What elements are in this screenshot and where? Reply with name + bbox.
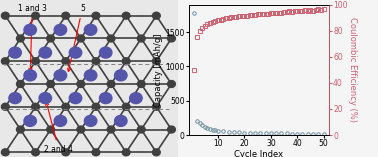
Circle shape bbox=[47, 126, 54, 133]
Text: 1 and 3: 1 and 3 bbox=[18, 4, 46, 71]
Circle shape bbox=[39, 93, 51, 104]
Circle shape bbox=[84, 24, 97, 35]
Circle shape bbox=[54, 70, 67, 81]
Circle shape bbox=[32, 58, 39, 65]
Circle shape bbox=[62, 149, 70, 156]
Circle shape bbox=[122, 58, 130, 65]
Circle shape bbox=[115, 115, 127, 126]
Circle shape bbox=[17, 126, 24, 133]
Circle shape bbox=[167, 81, 175, 87]
Circle shape bbox=[2, 12, 9, 19]
Circle shape bbox=[47, 35, 54, 42]
Circle shape bbox=[152, 12, 160, 19]
Circle shape bbox=[122, 12, 130, 19]
Circle shape bbox=[32, 149, 39, 156]
Circle shape bbox=[92, 58, 100, 65]
Circle shape bbox=[130, 93, 142, 104]
Circle shape bbox=[84, 115, 97, 126]
Circle shape bbox=[122, 149, 130, 156]
Circle shape bbox=[62, 12, 70, 19]
Circle shape bbox=[152, 149, 160, 156]
Circle shape bbox=[84, 70, 97, 81]
Circle shape bbox=[92, 149, 100, 156]
Circle shape bbox=[137, 126, 145, 133]
Circle shape bbox=[39, 47, 51, 58]
Circle shape bbox=[137, 35, 145, 42]
Text: 5: 5 bbox=[68, 4, 85, 71]
Circle shape bbox=[152, 103, 160, 110]
Circle shape bbox=[107, 126, 115, 133]
Circle shape bbox=[54, 24, 67, 35]
Circle shape bbox=[32, 103, 39, 110]
Circle shape bbox=[2, 58, 9, 65]
Circle shape bbox=[99, 93, 112, 104]
Y-axis label: Coulombic Efficiency (%): Coulombic Efficiency (%) bbox=[348, 17, 357, 122]
Circle shape bbox=[62, 58, 70, 65]
Circle shape bbox=[77, 81, 85, 87]
Circle shape bbox=[69, 47, 82, 58]
Circle shape bbox=[24, 24, 36, 35]
X-axis label: Cycle Index: Cycle Index bbox=[234, 150, 284, 157]
Circle shape bbox=[152, 58, 160, 65]
Circle shape bbox=[17, 81, 24, 87]
Circle shape bbox=[9, 47, 21, 58]
Circle shape bbox=[2, 149, 9, 156]
Circle shape bbox=[77, 35, 85, 42]
Circle shape bbox=[9, 93, 21, 104]
Circle shape bbox=[115, 70, 127, 81]
Circle shape bbox=[54, 115, 67, 126]
Circle shape bbox=[92, 103, 100, 110]
Text: 2 and 4: 2 and 4 bbox=[45, 102, 73, 154]
Circle shape bbox=[167, 35, 175, 42]
Circle shape bbox=[24, 70, 36, 81]
Circle shape bbox=[62, 103, 70, 110]
Circle shape bbox=[69, 93, 82, 104]
Circle shape bbox=[137, 81, 145, 87]
Circle shape bbox=[92, 12, 100, 19]
Circle shape bbox=[32, 12, 39, 19]
Y-axis label: Capacity [mAh/g]: Capacity [mAh/g] bbox=[154, 33, 163, 107]
Circle shape bbox=[2, 103, 9, 110]
Circle shape bbox=[99, 47, 112, 58]
Circle shape bbox=[167, 126, 175, 133]
Circle shape bbox=[77, 126, 85, 133]
Circle shape bbox=[107, 35, 115, 42]
Circle shape bbox=[24, 115, 36, 126]
Circle shape bbox=[107, 81, 115, 87]
Circle shape bbox=[47, 81, 54, 87]
Circle shape bbox=[122, 103, 130, 110]
Circle shape bbox=[17, 35, 24, 42]
